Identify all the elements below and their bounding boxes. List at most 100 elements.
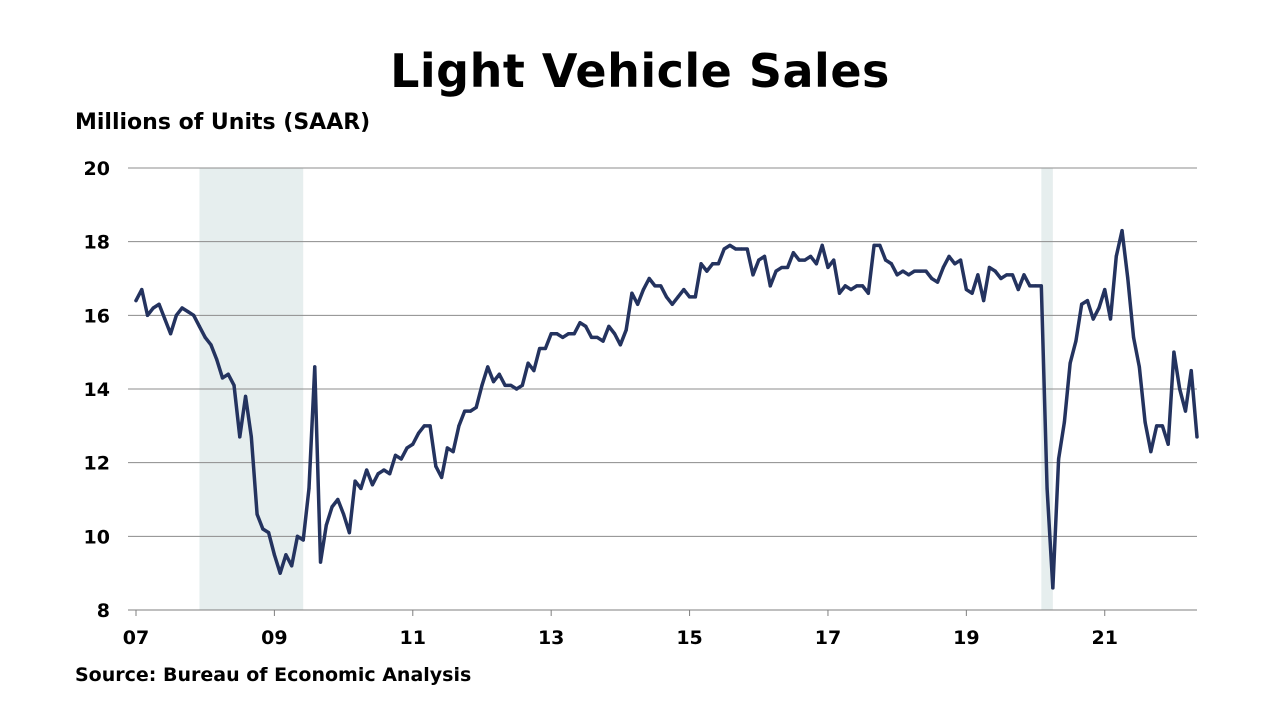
data-point <box>1149 450 1153 454</box>
data-point <box>486 365 490 369</box>
series-layer <box>134 228 1199 590</box>
data-point <box>497 372 501 376</box>
data-point <box>878 243 882 247</box>
data-point <box>976 273 980 277</box>
chart-title: Light Vehicle Sales <box>390 44 890 98</box>
data-point <box>284 553 288 557</box>
data-point <box>636 302 640 306</box>
data-point <box>428 424 432 428</box>
data-point <box>757 258 761 262</box>
data-point <box>1080 302 1084 306</box>
data-point <box>267 531 271 535</box>
x-tick-label: 11 <box>400 627 426 649</box>
data-point <box>930 276 934 281</box>
data-point <box>572 332 576 336</box>
data-point <box>618 343 622 347</box>
data-point <box>659 284 663 288</box>
data-point <box>416 431 421 435</box>
y-axis-ticks: 8 10 12 14 16 18 20 <box>84 158 110 622</box>
data-point <box>1108 317 1113 321</box>
data-point <box>1172 350 1176 354</box>
data-point <box>197 324 202 328</box>
data-point <box>186 310 190 314</box>
data-point <box>163 317 167 321</box>
data-point <box>336 497 340 502</box>
data-point <box>1183 409 1188 413</box>
data-point <box>664 295 669 299</box>
data-point <box>699 262 703 266</box>
data-point <box>1178 387 1182 391</box>
data-point <box>353 479 357 483</box>
data-point <box>918 269 922 273</box>
data-point <box>538 346 542 351</box>
data-point <box>1051 586 1055 590</box>
data-point <box>589 335 594 340</box>
data-point <box>549 332 553 336</box>
data-point <box>774 269 778 273</box>
data-point <box>1155 424 1159 428</box>
x-tick-label: 09 <box>261 627 287 649</box>
y-axis-label: Millions of Units (SAAR) <box>75 110 371 135</box>
data-point <box>1062 420 1066 424</box>
data-point <box>843 284 847 288</box>
data-point <box>180 306 184 310</box>
data-point <box>341 512 346 516</box>
data-point <box>935 280 940 284</box>
data-point <box>711 262 715 266</box>
data-point <box>814 262 819 266</box>
data-point <box>514 387 519 391</box>
data-point <box>1103 287 1107 292</box>
data-point <box>278 571 282 575</box>
x-tick-label: 17 <box>815 627 841 649</box>
data-point <box>526 361 530 365</box>
data-point <box>601 339 605 343</box>
data-point <box>209 343 213 347</box>
y-tick-label: 8 <box>97 600 110 622</box>
data-point <box>768 284 772 288</box>
data-point <box>1143 420 1147 424</box>
data-point <box>722 247 726 251</box>
data-point <box>451 450 455 454</box>
data-point <box>941 265 945 270</box>
data-point <box>912 269 917 273</box>
data-point <box>1010 273 1015 277</box>
data-point <box>1166 442 1170 446</box>
data-point <box>370 483 375 487</box>
data-point <box>1160 424 1164 428</box>
data-point <box>739 247 744 251</box>
data-point <box>561 335 565 340</box>
data-point <box>463 409 467 413</box>
data-point <box>1068 361 1072 365</box>
data-point <box>566 332 571 336</box>
data-point <box>924 269 928 273</box>
data-point <box>728 243 732 247</box>
data-point <box>1074 339 1078 343</box>
data-point <box>192 313 196 317</box>
data-point <box>693 295 697 299</box>
data-point <box>1091 317 1095 321</box>
data-point <box>1189 368 1193 373</box>
data-point <box>382 468 386 472</box>
data-point <box>555 332 559 336</box>
data-point <box>705 269 709 273</box>
x-tick-label: 21 <box>1092 627 1118 649</box>
data-point <box>169 332 173 336</box>
y-tick-label: 16 <box>84 305 110 327</box>
data-point <box>226 372 230 376</box>
data-point <box>785 265 790 270</box>
data-point <box>503 383 507 387</box>
data-point <box>411 442 415 446</box>
data-point <box>1195 435 1199 439</box>
data-point <box>595 335 599 340</box>
data-point <box>866 291 870 295</box>
data-point <box>1085 299 1090 303</box>
data-point <box>797 258 801 262</box>
data-point <box>457 424 461 428</box>
data-point <box>445 446 449 450</box>
data-point <box>434 464 438 468</box>
data-point <box>947 254 951 258</box>
data-point <box>999 276 1003 281</box>
data-point <box>809 254 813 258</box>
data-point <box>347 531 351 535</box>
data-point <box>907 273 911 277</box>
